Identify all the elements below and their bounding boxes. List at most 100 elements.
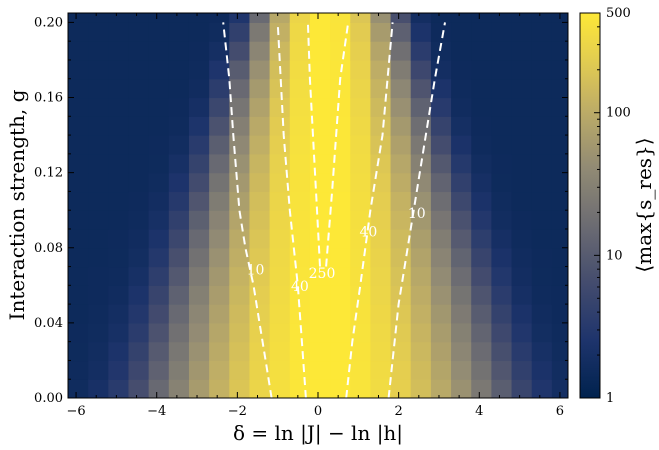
heatmap-cell — [551, 59, 568, 80]
heatmap-cell — [249, 153, 271, 174]
heatmap-cell — [330, 78, 351, 99]
heatmap-cell — [451, 210, 472, 230]
heatmap-cell — [269, 247, 291, 268]
heatmap-cell — [209, 379, 230, 398]
heatmap-cell — [390, 360, 412, 380]
heatmap-cell — [169, 0, 190, 4]
heatmap-cell — [68, 116, 89, 136]
heatmap-cell — [390, 41, 412, 61]
heatmap-cell — [551, 172, 568, 193]
heatmap-cell — [390, 285, 412, 305]
heatmap-cell — [551, 153, 568, 174]
heatmap-cell — [108, 379, 130, 398]
heatmap-cell — [511, 78, 533, 99]
heatmap-cell — [88, 341, 109, 362]
heatmap-cell — [370, 210, 392, 230]
heatmap-cell — [350, 135, 372, 155]
heatmap-cell — [491, 41, 513, 61]
heatmap-cell — [451, 97, 472, 117]
heatmap-cell — [330, 135, 351, 155]
heatmap-cell — [188, 153, 210, 174]
heatmap-cell — [229, 116, 251, 136]
heatmap-cell — [410, 360, 432, 380]
heatmap-cell — [471, 360, 492, 380]
heatmap-cell — [531, 304, 553, 324]
heatmap-cell — [188, 266, 210, 286]
heatmap-cell — [249, 228, 271, 249]
heatmap-cell — [290, 0, 311, 4]
heatmap-cell — [269, 191, 291, 211]
heatmap-cell — [148, 379, 170, 398]
heatmap-cell — [390, 78, 412, 99]
heatmap-cell — [88, 228, 109, 249]
heatmap-cell — [209, 116, 230, 136]
heatmap-cell — [531, 135, 553, 155]
heatmap-cell — [491, 247, 513, 268]
y-tick-label: 0.20 — [34, 15, 63, 30]
heatmap-cell — [430, 360, 452, 380]
heatmap-cell — [128, 116, 150, 136]
heatmap-cell — [68, 13, 89, 23]
heatmap-cell — [390, 247, 412, 268]
heatmap-cell — [168, 153, 190, 174]
heatmap-cell — [531, 322, 553, 343]
heatmap-cell — [309, 210, 331, 230]
heatmap-cell — [471, 285, 492, 305]
heatmap-cell — [289, 135, 311, 155]
heatmap-cell — [491, 210, 513, 230]
heatmap-cell — [370, 379, 392, 398]
heatmap-cell — [511, 210, 533, 230]
contour-line-250 — [325, 22, 350, 267]
heatmap-cell — [410, 135, 432, 155]
heatmap-cell — [128, 97, 150, 117]
heatmap-cell — [88, 116, 109, 136]
heatmap-cell — [531, 22, 553, 42]
heatmap-cell — [451, 304, 472, 324]
heatmap-cell — [168, 41, 190, 61]
heatmap-cell — [471, 191, 492, 211]
heatmap-cell — [209, 266, 230, 286]
heatmap-cell — [410, 285, 432, 305]
heatmap-cell — [551, 135, 568, 155]
heatmap-cell — [229, 0, 250, 4]
heatmap-cell — [168, 360, 190, 380]
heatmap-cell — [68, 304, 89, 324]
contour-lines — [222, 22, 446, 398]
heatmap-cell — [68, 285, 69, 305]
heatmap-cell — [511, 228, 533, 249]
heatmap-cell — [551, 322, 568, 343]
heatmap-cell — [471, 0, 492, 4]
heatmap-cell — [451, 135, 472, 155]
heatmap-cell — [430, 13, 452, 23]
heatmap-cell — [128, 266, 150, 286]
heatmap-cell — [491, 266, 513, 286]
heatmap-cell — [491, 172, 513, 193]
heatmap-cell — [188, 41, 210, 61]
heatmap-cell — [511, 304, 533, 324]
heatmap-cell — [410, 210, 432, 230]
heatmap-cell — [531, 41, 553, 61]
heatmap-cell — [128, 191, 150, 211]
heatmap-cell — [249, 78, 271, 99]
heatmap-cell — [410, 228, 432, 249]
heatmap-cell — [309, 41, 331, 61]
heatmap-cell — [430, 304, 452, 324]
heatmap-cell — [209, 22, 230, 42]
heatmap-cell — [148, 285, 170, 305]
heatmap-cell — [491, 22, 513, 42]
heatmap-cell — [209, 153, 230, 174]
heatmap-cell — [188, 341, 210, 362]
heatmap-cell — [390, 153, 412, 174]
heatmap-cell — [370, 228, 392, 249]
heatmap-cell — [269, 22, 291, 42]
x-tick-label: −4 — [147, 404, 166, 419]
heatmap-cell — [410, 41, 432, 61]
heatmap-cell — [229, 247, 251, 268]
heatmap-cell — [350, 191, 372, 211]
heatmap-cell — [88, 97, 109, 117]
heatmap-cell — [471, 116, 492, 136]
heatmap-cell — [148, 210, 170, 230]
heatmap-cell — [148, 172, 170, 193]
heatmap-cell — [229, 172, 251, 193]
heatmap-cell — [330, 13, 351, 23]
